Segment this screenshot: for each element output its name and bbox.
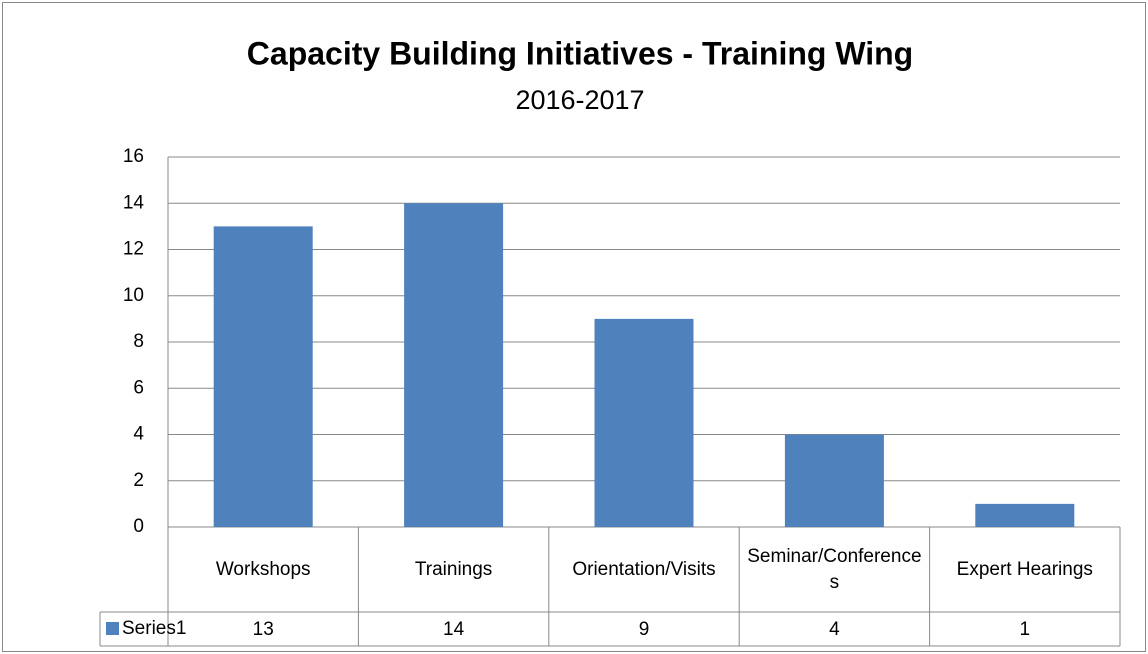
- bar: [213, 226, 313, 527]
- category-label: Workshops: [215, 558, 311, 580]
- y-tick-label: 0: [133, 516, 144, 537]
- bar: [975, 503, 1075, 527]
- chart-title: Capacity Building Initiatives - Training…: [247, 35, 913, 71]
- legend-label: Series1: [122, 618, 186, 639]
- category-label: Trainings: [414, 558, 493, 580]
- y-tick-label: 12: [123, 239, 144, 260]
- bar: [784, 434, 884, 527]
- table-value: 14: [443, 619, 465, 640]
- y-tick-label: 16: [123, 146, 144, 167]
- bar: [404, 203, 504, 527]
- y-tick-label: 10: [123, 285, 144, 306]
- table-value: 1: [1020, 619, 1031, 640]
- y-tick-label: 14: [123, 192, 145, 213]
- table-value: 13: [253, 619, 274, 640]
- category-label: Orientation/Visits: [572, 558, 716, 580]
- bar: [594, 318, 694, 527]
- y-tick-label: 6: [133, 377, 144, 398]
- y-tick-label: 4: [133, 424, 144, 445]
- y-tick-label: 8: [133, 331, 144, 352]
- category-label: Expert Hearings: [956, 558, 1093, 580]
- chart-subtitle: 2016-2017: [515, 85, 644, 115]
- category-label: Seminar/Conferences: [747, 545, 922, 593]
- table-value: 4: [829, 619, 840, 640]
- y-tick-label: 2: [133, 470, 144, 491]
- legend-key: [106, 622, 119, 635]
- table-value: 9: [639, 619, 650, 640]
